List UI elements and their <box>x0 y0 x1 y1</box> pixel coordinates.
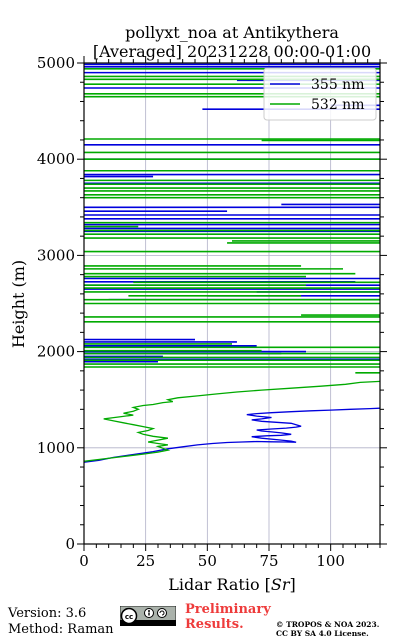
y-tick-label: 0 <box>65 535 75 553</box>
x-axis-label: Lidar Ratio [Sr] <box>168 575 296 594</box>
x-axis: 0 25 50 75 100 <box>79 56 381 570</box>
series-0-profile-line <box>83 407 381 463</box>
y-axis-label: Height (m) <box>9 260 28 348</box>
cc-by-sa-license-badge: cc <box>120 606 176 626</box>
x-axis-label-unit: Sr <box>271 575 291 594</box>
chart-title-line-1: pollyxt_noa at Antikythera <box>125 23 339 42</box>
x-tick-label: 100 <box>316 552 345 570</box>
legend-box <box>263 67 377 121</box>
x-axis-label-close: ] <box>290 575 296 594</box>
x-tick-label: 25 <box>136 552 155 570</box>
y-tick-label: 5000 <box>37 54 75 72</box>
legend: 355 nm 532 nm <box>263 67 377 121</box>
y-axis: 0 1000 2000 3000 4000 5000 <box>37 54 387 553</box>
x-axis-label-text: Lidar Ratio [ <box>168 575 271 594</box>
x-tick-label: 0 <box>79 552 89 570</box>
copyright-line-1: © TROPOS & NOA 2023. <box>276 620 380 629</box>
chart-title-line-2: [Averaged] 20231228 00:00-01:00 <box>93 42 371 61</box>
legend-label-532: 532 nm <box>311 97 364 113</box>
y-tick-label: 1000 <box>37 439 75 457</box>
plot-area <box>83 63 381 463</box>
x-tick-label: 75 <box>259 552 278 570</box>
preliminary-line-2: Results. <box>185 617 244 632</box>
y-tick-label: 3000 <box>37 246 75 264</box>
y-tick-label: 2000 <box>37 343 75 361</box>
series-1-profile-line <box>83 380 381 462</box>
copyright-line-2: CC BY SA 4.0 License. <box>276 629 369 638</box>
copyright-notice: © TROPOS & NOA 2023. CC BY SA 4.0 Licens… <box>276 620 379 638</box>
y-tick-label: 4000 <box>37 150 75 168</box>
preliminary-line-1: Preliminary <box>185 602 271 617</box>
version-text: Version: 3.6 <box>8 606 87 621</box>
svg-text:cc: cc <box>125 613 133 621</box>
x-tick-label: 50 <box>198 552 217 570</box>
preliminary-results-notice: Preliminary Results. <box>185 602 271 632</box>
method-text: Method: Raman <box>8 622 114 637</box>
legend-label-355: 355 nm <box>311 77 364 93</box>
